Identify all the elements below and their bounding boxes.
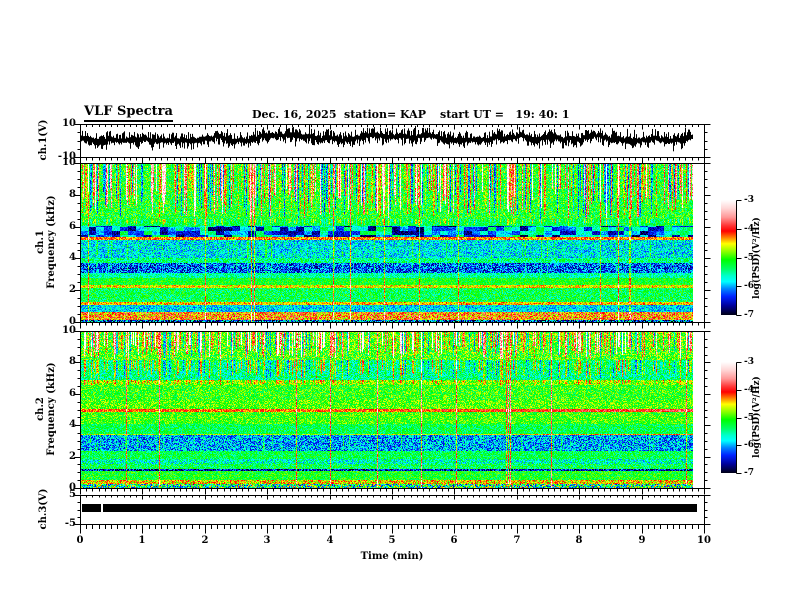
x-tick-label: 6 xyxy=(450,535,458,546)
x-tick-label: 5 xyxy=(388,535,396,546)
colorbar-tick-label: -6 xyxy=(744,281,754,291)
date-label: Dec. 16, 2025 xyxy=(252,108,337,121)
x-tick-label: 2 xyxy=(201,535,209,546)
ch1-frequency-tick-label: 10 xyxy=(62,157,76,168)
figure-title: VLF Spectra xyxy=(84,104,173,122)
ch1-spectrogram xyxy=(80,163,704,322)
colorbar-tick-label: -7 xyxy=(744,310,754,320)
start-ut-label: start UT = 19: 40: 1 xyxy=(440,108,570,121)
ch2-frequency-tick-label: 0 xyxy=(69,482,76,493)
colorbar-tick-label: -6 xyxy=(744,440,754,450)
ch1-frequency-tick-label: 8 xyxy=(69,189,76,200)
colorbar-tick-label: -3 xyxy=(744,195,754,205)
ch2-spectrogram xyxy=(80,331,704,488)
colorbar-tick-label: -5 xyxy=(744,413,754,423)
ch1-voltage-tick-label: 10 xyxy=(62,118,76,129)
ch1-frequency-tick-label: 6 xyxy=(69,221,76,232)
ch3-voltage-tick-label: -5 xyxy=(64,518,76,529)
ch1-frequency-tick-label: 0 xyxy=(69,316,76,327)
colorbar-tick-label: -4 xyxy=(744,224,754,234)
colorbar-ch2 xyxy=(721,362,736,473)
x-tick-label: 10 xyxy=(697,535,711,546)
x-tick-label: 1 xyxy=(138,535,146,546)
x-tick-label: 3 xyxy=(263,535,271,546)
ch3-voltage-tick-label: 5 xyxy=(69,489,76,500)
ch1-frequency-tick-label: 4 xyxy=(69,252,76,263)
colorbar-tick-label: -7 xyxy=(744,468,754,478)
ch2-frequency-tick-label: 4 xyxy=(69,419,76,430)
colorbar-ch1 xyxy=(721,200,736,315)
ch1-voltage-tick-label: -10 xyxy=(57,151,76,162)
x-tick-label: 7 xyxy=(513,535,521,546)
ch1-frequency-tick-label: 2 xyxy=(69,284,76,295)
colorbar-tick-label: -5 xyxy=(744,253,754,263)
station-label: station= KAP xyxy=(344,108,426,121)
x-tick-label: 4 xyxy=(326,535,334,546)
ch1-waveform-plot xyxy=(80,124,704,157)
ch2-frequency-tick-label: 8 xyxy=(69,356,76,367)
colorbar-tick-label: -4 xyxy=(744,385,754,395)
ch2-frequency-tick-label: 6 xyxy=(69,388,76,399)
x-axis-label: Time (min) xyxy=(360,551,424,562)
ch3-waveform-plot xyxy=(80,495,704,524)
x-tick-label: 0 xyxy=(76,535,84,546)
ch2-frequency-tick-label: 2 xyxy=(69,451,76,462)
ch2-frequency-tick-label: 10 xyxy=(62,325,76,336)
x-tick-label: 9 xyxy=(638,535,646,546)
colorbar-tick-label: -3 xyxy=(744,357,754,367)
x-tick-label: 8 xyxy=(575,535,583,546)
